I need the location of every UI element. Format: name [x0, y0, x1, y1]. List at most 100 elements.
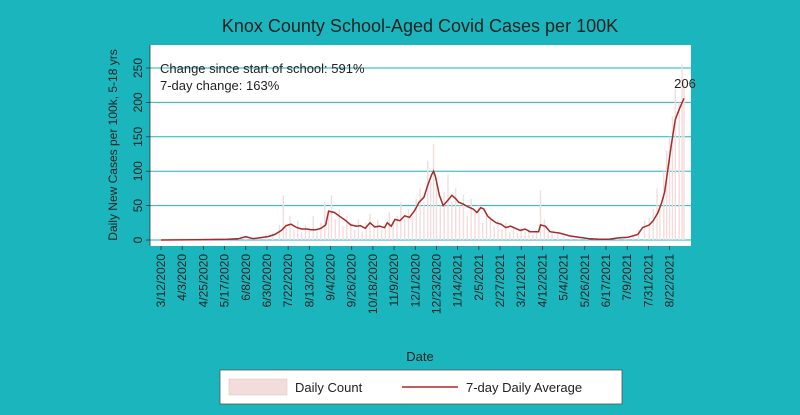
- daily-count-bar: [415, 198, 417, 240]
- daily-count-bar: [407, 209, 410, 240]
- daily-count-bar: [369, 213, 371, 240]
- daily-count-bar: [384, 224, 387, 240]
- daily-count-bar: [485, 212, 488, 240]
- daily-count-bar: [489, 219, 492, 240]
- x-axis-tick-labels: 3/12/2020 4/3/2020 4/25/2020 5/17/2020 6/8/2…: [154, 246, 677, 314]
- x-tick-label: 7/22/2020: [281, 254, 295, 308]
- daily-count-bar: [451, 202, 453, 240]
- daily-count-bars: [173, 64, 685, 241]
- daily-count-bar: [632, 234, 634, 240]
- daily-count-bar: [350, 222, 352, 240]
- daily-count-bar: [586, 238, 588, 240]
- daily-count-bar: [557, 234, 559, 240]
- daily-count-bar: [365, 222, 367, 240]
- daily-count-bar: [427, 160, 429, 240]
- legend: Daily Count 7-day Daily Average: [219, 369, 623, 405]
- chart-title: Knox County School-Aged Covid Cases per …: [222, 16, 618, 36]
- daily-count-bar: [338, 209, 340, 240]
- daily-count-bar: [396, 215, 398, 240]
- end-value-label: 206: [674, 76, 696, 91]
- daily-count-bar: [535, 231, 538, 240]
- legend-average-label: 7-day Daily Average: [466, 380, 582, 395]
- daily-count-bar: [327, 212, 330, 240]
- daily-count-bar: [539, 190, 542, 240]
- daily-count-bar: [501, 229, 503, 240]
- daily-count-bar: [330, 195, 333, 240]
- daily-count-bar: [400, 202, 402, 240]
- x-tick-label: 12/1/2020: [408, 254, 422, 308]
- legend-daily-count-label: Daily Count: [295, 380, 363, 395]
- daily-count-bar: [528, 229, 530, 240]
- daily-count-bar: [353, 229, 356, 240]
- daily-count-bar: [524, 231, 526, 240]
- daily-count-bar: [578, 237, 580, 240]
- daily-count-bar: [470, 198, 472, 240]
- daily-count-bar: [272, 233, 274, 240]
- daily-count-bar: [668, 136, 671, 240]
- daily-count-bar: [447, 174, 449, 240]
- daily-count-bar: [361, 231, 364, 240]
- x-tick-label: 4/3/2020: [175, 254, 189, 301]
- x-tick-label: 3/21/2021: [514, 254, 528, 308]
- daily-count-bar: [342, 226, 344, 240]
- daily-count-bar: [652, 209, 654, 240]
- x-tick-label: 11/9/2020: [387, 254, 401, 307]
- daily-count-bar: [481, 222, 484, 240]
- x-tick-label: 7/31/2021: [641, 254, 655, 308]
- daily-count-bar: [392, 220, 394, 240]
- daily-count-bar: [316, 231, 318, 240]
- seven-day-average-line: [160, 98, 685, 241]
- daily-count-bar: [432, 143, 435, 240]
- y-tick-label: 50: [131, 199, 145, 213]
- daily-count-bar: [357, 219, 360, 240]
- daily-count-bar: [373, 226, 375, 240]
- x-tick-label: 3/12/2020: [154, 254, 168, 308]
- x-tick-label: 9/4/2020: [324, 254, 338, 301]
- daily-count-bar: [665, 150, 668, 240]
- daily-count-bar: [663, 171, 665, 240]
- daily-count-bar: [377, 219, 379, 240]
- daily-count-bar: [423, 202, 425, 240]
- daily-count-bar: [419, 188, 421, 240]
- daily-count-bar: [532, 234, 534, 240]
- x-tick-label: 2/27/2021: [493, 254, 507, 308]
- daily-count-bar: [300, 231, 303, 240]
- daily-count-bar: [458, 205, 461, 240]
- daily-count-bar: [512, 226, 515, 240]
- y-axis-label: Daily New Cases per 100k, 5-18 yrs: [106, 49, 120, 240]
- x-tick-label: 5/17/2020: [218, 254, 232, 308]
- daily-count-bar: [520, 227, 522, 240]
- daily-count-bar: [478, 205, 480, 240]
- x-axis-label: Date: [406, 349, 433, 364]
- daily-count-bar: [304, 224, 307, 240]
- daily-count-bar: [648, 217, 651, 240]
- daily-count-bar: [659, 205, 661, 240]
- legend-daily-count-swatch: [228, 378, 288, 396]
- daily-count-bar: [493, 226, 495, 240]
- x-tick-label: 5/4/2021: [557, 254, 571, 301]
- daily-count-bar: [643, 220, 646, 240]
- daily-count-bar: [285, 227, 287, 240]
- daily-count-bar: [462, 195, 465, 240]
- daily-count-bar: [638, 229, 640, 240]
- daily-count-bar: [681, 64, 683, 240]
- daily-count-bar: [308, 228, 311, 240]
- y-tick-label: 200: [131, 92, 145, 112]
- daily-count-bar: [297, 220, 299, 240]
- daily-count-bar: [466, 215, 468, 240]
- daily-count-bar: [624, 236, 626, 240]
- daily-count-bar: [435, 178, 438, 240]
- daily-count-bar: [312, 215, 314, 240]
- daily-count-bar: [474, 212, 476, 240]
- daily-count-bar: [346, 215, 348, 240]
- daily-count-bar: [683, 81, 685, 240]
- x-tick-label: 8/13/2020: [302, 254, 316, 308]
- x-tick-label: 12/23/2020: [429, 254, 443, 314]
- x-tick-label: 4/25/2020: [196, 254, 210, 308]
- daily-count-bar: [388, 212, 390, 240]
- daily-count-bar: [616, 237, 619, 240]
- daily-count-bar: [671, 116, 674, 240]
- daily-count-bar: [674, 88, 677, 240]
